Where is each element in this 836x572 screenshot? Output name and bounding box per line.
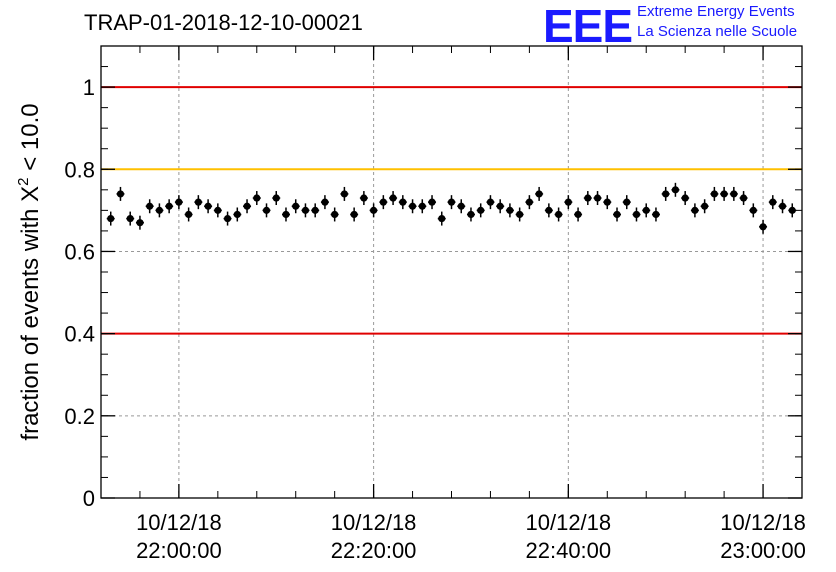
data-point	[554, 210, 563, 219]
x-tick-time: 22:40:00	[526, 538, 612, 563]
logo-line-1: Extreme Energy Events	[637, 3, 795, 20]
x-tick-time: 22:00:00	[136, 538, 222, 563]
data-point	[185, 210, 193, 219]
data-point	[788, 206, 796, 214]
data-point	[652, 210, 660, 219]
x-tick-date: 10/12/18	[720, 510, 806, 535]
data-point	[408, 202, 417, 210]
y-tick-label: 0.8	[64, 157, 95, 182]
data-point	[545, 206, 553, 214]
data-point	[516, 210, 524, 219]
data-point	[428, 198, 436, 206]
data-point	[739, 194, 748, 202]
data-point	[340, 190, 349, 198]
data-point	[593, 194, 602, 202]
x-tick-time: 23:00:00	[720, 538, 806, 563]
data-point	[642, 206, 650, 214]
data-point	[194, 198, 202, 206]
plot-frame	[100, 45, 803, 499]
x-tick-date: 10/12/18	[331, 510, 417, 535]
y-axis-label: fraction of events with X2 < 10.0	[15, 103, 44, 440]
x-tick-date: 10/12/18	[526, 510, 612, 535]
data-point	[223, 214, 232, 223]
data-point	[370, 206, 378, 214]
chart-ticks: 0 0.2 0.4 0.6 0.8 1 10/12/18 22:00:00 10/12/18 22…	[64, 45, 806, 563]
data-point	[671, 186, 680, 194]
data-point	[749, 206, 757, 214]
data-point	[603, 198, 611, 206]
eee-logo: EEE	[543, 0, 633, 52]
y-tick-label: 0	[83, 486, 95, 511]
data-point	[350, 210, 358, 219]
data-point	[107, 214, 115, 223]
data-point	[136, 219, 144, 227]
data-point	[506, 206, 514, 214]
data-point	[214, 206, 222, 214]
data-point	[496, 202, 504, 210]
data-point	[710, 190, 718, 198]
data-point	[467, 210, 475, 219]
data-point	[253, 194, 261, 202]
data-point	[331, 210, 339, 219]
data-point	[477, 206, 485, 214]
data-point	[126, 214, 134, 223]
data-point	[233, 210, 241, 219]
data-point	[769, 198, 777, 206]
data-point	[632, 210, 641, 219]
data-point	[165, 202, 173, 210]
chart-reference-lines	[101, 86, 802, 335]
chart-title: TRAP-01-2018-12-10-00021	[84, 10, 363, 35]
data-point	[564, 198, 572, 206]
data-point	[116, 190, 125, 198]
data-point	[691, 206, 699, 214]
data-point	[535, 190, 543, 198]
y-tick-label: 0.6	[64, 239, 95, 264]
data-point	[204, 202, 212, 210]
data-point	[418, 202, 426, 210]
data-point	[525, 198, 533, 206]
data-point	[262, 206, 271, 214]
data-point	[584, 194, 592, 202]
x-tick-time: 22:20:00	[331, 538, 417, 563]
data-point	[272, 194, 280, 202]
data-point	[146, 202, 154, 210]
data-point	[486, 198, 495, 206]
data-point	[623, 198, 631, 206]
data-point	[379, 198, 387, 206]
data-point	[243, 202, 251, 210]
y-tick-label: 0.4	[64, 322, 95, 347]
data-point	[720, 190, 728, 198]
chart-grid	[101, 46, 802, 498]
data-point	[778, 202, 787, 210]
data-point	[681, 194, 689, 202]
data-point	[447, 198, 456, 206]
data-point	[321, 198, 329, 206]
y-tick-label: 1	[83, 75, 95, 100]
data-point	[399, 198, 407, 206]
data-point	[301, 206, 310, 214]
data-point	[282, 210, 290, 219]
data-point	[701, 202, 709, 210]
y-tick-label: 0.2	[64, 404, 95, 429]
data-point	[311, 206, 319, 214]
data-point	[730, 190, 738, 198]
data-point	[759, 223, 767, 231]
x-tick-date: 10/12/18	[136, 510, 222, 535]
data-point	[360, 194, 368, 202]
logo-line-2: La Scienza nelle Scuole	[637, 23, 798, 40]
data-point	[574, 210, 582, 219]
data-point	[155, 206, 164, 214]
chart-points	[106, 182, 797, 234]
data-point	[292, 202, 300, 210]
data-point	[457, 202, 465, 210]
data-point	[389, 194, 397, 202]
data-point	[613, 210, 621, 219]
data-point	[662, 190, 670, 198]
data-point	[175, 198, 183, 206]
data-point	[438, 214, 446, 223]
